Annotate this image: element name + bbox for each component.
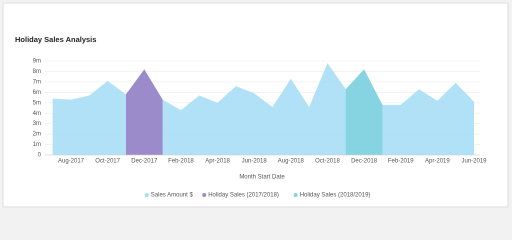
y-tick-label: 9m — [33, 59, 41, 65]
legend-label: Holiday Sales (2017/2018) — [208, 193, 279, 199]
x-tick-label: Oct-2018 — [315, 159, 340, 165]
y-tick-label: 5m — [33, 100, 41, 106]
x-tick-label: Apr-2018 — [205, 159, 230, 165]
legend-label: Sales Amount $ — [151, 193, 194, 199]
x-tick-label: Feb-2018 — [168, 159, 194, 165]
x-tick-label: Feb-2019 — [388, 159, 414, 165]
x-tick-label: Dec-2018 — [351, 159, 378, 165]
x-axis-title: Month Start Date — [239, 175, 285, 181]
y-tick-label: 3m — [33, 121, 41, 127]
x-tick-label: Apr-2019 — [425, 159, 450, 165]
page: {"chart_data": { "type": "area", "title"… — [2, 2, 509, 208]
legend-swatch — [202, 193, 207, 197]
chart: Holiday Sales Analysis Month Start Date … — [2, 2, 509, 208]
x-tick-label: Oct-2017 — [95, 159, 120, 165]
legend-label: Holiday Sales (2018/2019) — [300, 193, 371, 199]
area — [345, 69, 383, 155]
chart-title: Holiday Sales Analysis — [15, 35, 96, 44]
x-tick-label: Aug-2018 — [278, 159, 305, 165]
x-tick-label: Jun-2018 — [242, 159, 268, 165]
y-tick-label: 8m — [33, 69, 41, 75]
x-tick-label: Aug-2017 — [58, 159, 85, 165]
y-tick-label: 0 — [38, 153, 42, 159]
x-tick-label: Dec-2017 — [131, 159, 158, 165]
legend-swatch — [293, 193, 298, 197]
legend-swatch — [144, 193, 149, 197]
y-tick-label: 2m — [33, 132, 41, 138]
y-tick-label: 1m — [33, 142, 41, 148]
y-tick-label: 4m — [33, 111, 41, 117]
x-tick-label: Jun-2019 — [461, 159, 487, 165]
y-tick-label: 7m — [33, 79, 41, 85]
y-tick-label: 6m — [33, 90, 41, 96]
area — [125, 69, 163, 155]
